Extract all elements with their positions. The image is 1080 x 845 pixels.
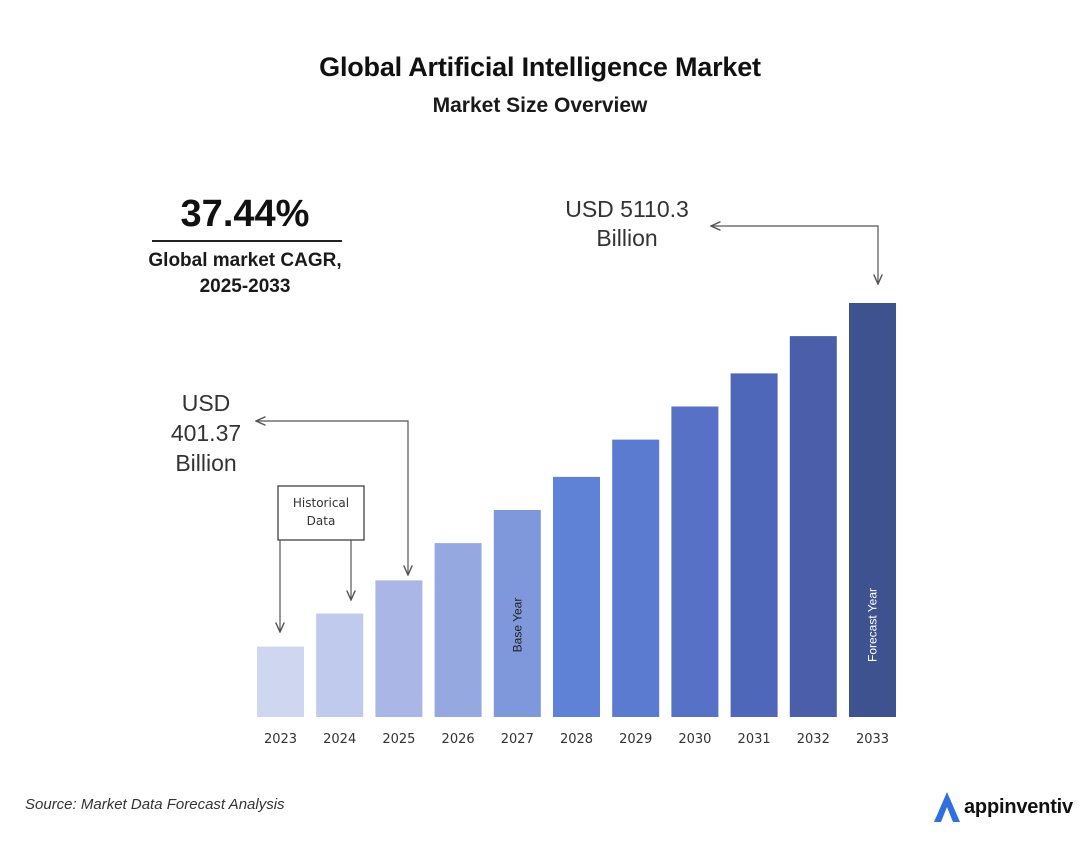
historical-label-line1: Historical bbox=[293, 496, 349, 510]
forecast-year-label: Forecast Year bbox=[866, 588, 880, 662]
x-tick-2033: 2033 bbox=[856, 732, 889, 747]
brand-mark-icon bbox=[934, 792, 960, 822]
cagr-divider bbox=[152, 240, 342, 242]
x-tick-2032: 2032 bbox=[797, 732, 830, 747]
bar-2027 bbox=[493, 510, 541, 717]
historical-label-line2: Data bbox=[307, 514, 336, 528]
brand-name: appinventiv bbox=[964, 795, 1073, 818]
bar-2024 bbox=[316, 613, 364, 717]
chart-subtitle: Market Size Overview bbox=[432, 94, 648, 117]
cagr-caption-line2: 2025-2033 bbox=[199, 275, 291, 297]
bar-2023 bbox=[257, 646, 304, 717]
start-value-line1: USD bbox=[182, 390, 231, 416]
bar-2028 bbox=[553, 476, 600, 717]
source-note: Source: Market Data Forecast Analysis bbox=[25, 796, 285, 813]
x-tick-2027: 2027 bbox=[501, 732, 534, 747]
cagr-caption-line1: Global market CAGR, bbox=[148, 249, 342, 271]
x-tick-2031: 2031 bbox=[738, 732, 771, 747]
base-year-label: Base Year bbox=[510, 598, 524, 653]
historical-data-box bbox=[277, 485, 365, 541]
x-tick-2025: 2025 bbox=[382, 732, 415, 747]
bar-2029 bbox=[612, 439, 660, 717]
bar-2031 bbox=[730, 373, 778, 717]
start-value-line3: Billion bbox=[175, 450, 236, 476]
bar-2025 bbox=[375, 580, 423, 717]
x-tick-2029: 2029 bbox=[619, 732, 652, 747]
brand-logo: appinventiv bbox=[932, 790, 1073, 824]
end-value-line2: Billion bbox=[596, 225, 657, 251]
arrow-end-value bbox=[711, 226, 878, 284]
x-tick-2028: 2028 bbox=[560, 732, 593, 747]
chart-title: Global Artificial Intelligence Market bbox=[319, 52, 761, 82]
start-value-line2: 401.37 bbox=[171, 420, 241, 446]
end-value-line1: USD 5110.3 bbox=[565, 196, 689, 222]
cagr-value: 37.44% bbox=[180, 193, 310, 235]
x-tick-2024: 2024 bbox=[323, 732, 356, 747]
x-tick-2023: 2023 bbox=[264, 732, 297, 747]
x-tick-2026: 2026 bbox=[442, 732, 475, 747]
x-tick-2030: 2030 bbox=[678, 732, 711, 747]
bar-2033 bbox=[849, 303, 896, 717]
arrow-start-value bbox=[256, 421, 408, 575]
cagr-callout: 37.44% Global market CAGR, 2025-2033 bbox=[140, 190, 350, 300]
bar-2032 bbox=[789, 336, 837, 717]
bar-2026 bbox=[434, 543, 482, 717]
bar-2030 bbox=[671, 406, 719, 717]
